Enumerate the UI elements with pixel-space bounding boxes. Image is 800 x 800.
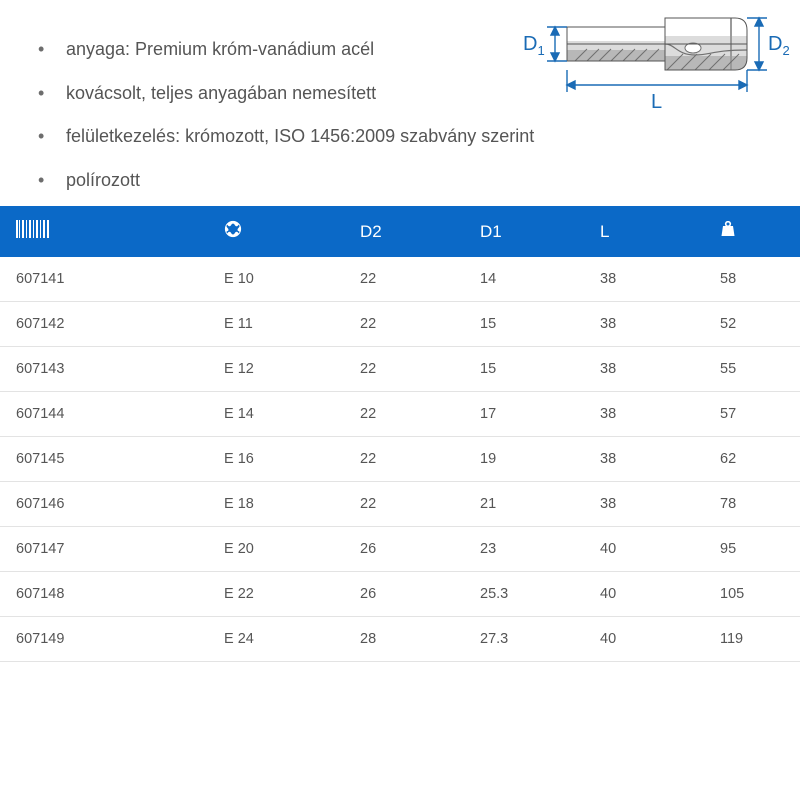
torx-icon — [224, 220, 242, 243]
cell-d2: 22 — [360, 257, 480, 302]
table-header-row: D2 D1 L — [0, 206, 800, 257]
cell-d2: 22 — [360, 302, 480, 347]
cell-l: 40 — [600, 527, 720, 572]
table-row: 607145E 1622193862 — [0, 437, 800, 482]
cell-size: E 22 — [224, 572, 360, 617]
weight-icon — [720, 221, 736, 242]
cell-d1: 27.3 — [480, 617, 600, 662]
cell-l: 38 — [600, 302, 720, 347]
cell-d1: 25.3 — [480, 572, 600, 617]
feature-item: kovácsolt, teljes anyagában nemesített — [38, 72, 780, 116]
cell-weight: 55 — [720, 347, 800, 392]
cell-l: 38 — [600, 392, 720, 437]
cell-code: 607141 — [0, 257, 224, 302]
cell-d1: 17 — [480, 392, 600, 437]
cell-size: E 16 — [224, 437, 360, 482]
cell-size: E 20 — [224, 527, 360, 572]
col-weight — [720, 206, 800, 257]
cell-d2: 22 — [360, 392, 480, 437]
cell-d1: 15 — [480, 347, 600, 392]
table-body: 607141E 1022143858607142E 11221538526071… — [0, 257, 800, 662]
table-row: 607149E 242827.340119 — [0, 617, 800, 662]
cell-d2: 22 — [360, 437, 480, 482]
cell-d2: 26 — [360, 572, 480, 617]
top-region: D1 D2 L anyaga: Premium króm-vanádium a — [0, 0, 800, 202]
feature-item: polírozott — [38, 159, 780, 203]
product-spec-sheet: D1 D2 L anyaga: Premium króm-vanádium a — [0, 0, 800, 800]
cell-d1: 14 — [480, 257, 600, 302]
cell-weight: 57 — [720, 392, 800, 437]
cell-size: E 24 — [224, 617, 360, 662]
cell-code: 607147 — [0, 527, 224, 572]
table-row: 607141E 1022143858 — [0, 257, 800, 302]
cell-code: 607143 — [0, 347, 224, 392]
cell-weight: 58 — [720, 257, 800, 302]
table-row: 607148E 222625.340105 — [0, 572, 800, 617]
spec-table: D2 D1 L 607141E 1022143858607142E 112215… — [0, 206, 800, 662]
cell-code: 607144 — [0, 392, 224, 437]
table-row: 607144E 1422173857 — [0, 392, 800, 437]
cell-d2: 26 — [360, 527, 480, 572]
col-torx — [224, 206, 360, 257]
cell-size: E 18 — [224, 482, 360, 527]
cell-weight: 119 — [720, 617, 800, 662]
cell-l: 40 — [600, 572, 720, 617]
col-d2: D2 — [360, 206, 480, 257]
feature-item: felületkezelés: krómozott, ISO 1456:2009… — [38, 115, 780, 159]
col-l: L — [600, 206, 720, 257]
cell-weight: 105 — [720, 572, 800, 617]
feature-item: anyaga: Premium króm-vanádium acél — [38, 28, 780, 72]
table-row: 607147E 2026234095 — [0, 527, 800, 572]
cell-code: 607145 — [0, 437, 224, 482]
col-d1: D1 — [480, 206, 600, 257]
cell-weight: 62 — [720, 437, 800, 482]
table-row: 607143E 1222153855 — [0, 347, 800, 392]
cell-weight: 52 — [720, 302, 800, 347]
cell-d1: 15 — [480, 302, 600, 347]
cell-code: 607148 — [0, 572, 224, 617]
cell-l: 38 — [600, 257, 720, 302]
cell-l: 38 — [600, 482, 720, 527]
barcode-icon — [16, 220, 50, 243]
cell-size: E 14 — [224, 392, 360, 437]
col-barcode — [0, 206, 224, 257]
table-row: 607142E 1122153852 — [0, 302, 800, 347]
cell-code: 607142 — [0, 302, 224, 347]
cell-l: 38 — [600, 347, 720, 392]
cell-d2: 22 — [360, 482, 480, 527]
feature-list: anyaga: Premium króm-vanádium acél kovác… — [20, 10, 780, 202]
cell-d1: 19 — [480, 437, 600, 482]
cell-d1: 23 — [480, 527, 600, 572]
cell-weight: 78 — [720, 482, 800, 527]
cell-d1: 21 — [480, 482, 600, 527]
cell-d2: 22 — [360, 347, 480, 392]
cell-size: E 11 — [224, 302, 360, 347]
cell-d2: 28 — [360, 617, 480, 662]
cell-l: 40 — [600, 617, 720, 662]
cell-size: E 10 — [224, 257, 360, 302]
cell-l: 38 — [600, 437, 720, 482]
cell-size: E 12 — [224, 347, 360, 392]
cell-weight: 95 — [720, 527, 800, 572]
cell-code: 607146 — [0, 482, 224, 527]
table-row: 607146E 1822213878 — [0, 482, 800, 527]
cell-code: 607149 — [0, 617, 224, 662]
